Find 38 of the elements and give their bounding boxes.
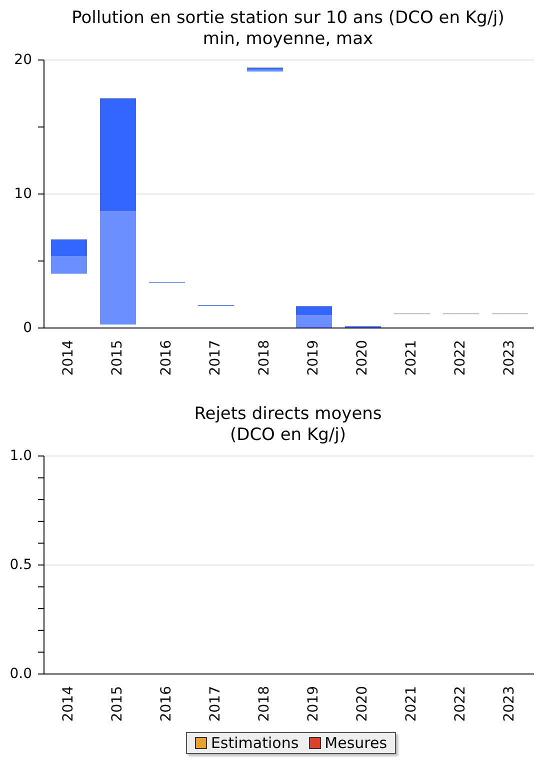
x-tick-label: 2022 xyxy=(452,686,468,722)
bar xyxy=(296,306,332,316)
chart-subtitle: min, moyenne, max xyxy=(202,29,374,50)
y-tick-label: 20 xyxy=(14,52,32,68)
chart-subtitle: (DCO en Kg/j) xyxy=(228,425,348,446)
x-tick-label: 2019 xyxy=(306,686,322,722)
x-tick-label: 2017 xyxy=(208,340,224,376)
x-tick-label: 2023 xyxy=(502,340,518,376)
y-tick-label: 1.0 xyxy=(10,448,32,464)
y-tick-label: 10 xyxy=(14,186,32,202)
bar xyxy=(51,239,87,256)
x-tick-label: 2018 xyxy=(256,340,272,376)
x-tick-label: 2016 xyxy=(158,340,174,376)
chart-title: Rejets directs moyens xyxy=(193,404,383,425)
bar xyxy=(100,211,136,325)
x-tick-label: 2022 xyxy=(452,340,468,376)
x-tick-label: 2019 xyxy=(306,340,322,376)
x-tick-label: 2021 xyxy=(404,340,420,376)
chart-title: Pollution en sortie station sur 10 ans (DCO en Kg/j) xyxy=(70,8,506,29)
x-tick-label: 2020 xyxy=(354,340,370,376)
x-tick-label: 2015 xyxy=(110,686,126,722)
legend-label: Mesures xyxy=(324,734,388,752)
y-tick-label: 0.5 xyxy=(10,557,32,573)
y-tick-label: 0.0 xyxy=(10,666,32,682)
bar xyxy=(296,315,332,328)
x-tick-label: 2020 xyxy=(354,686,370,722)
bar xyxy=(100,98,136,212)
y-tick-label: 0 xyxy=(23,320,32,336)
x-tick-label: 2014 xyxy=(60,340,76,376)
x-tick-label: 2014 xyxy=(60,686,76,722)
legend-label: Estimations xyxy=(210,734,299,752)
x-tick-label: 2023 xyxy=(502,686,518,722)
x-tick-label: 2016 xyxy=(158,686,174,722)
x-tick-label: 2015 xyxy=(110,340,126,376)
x-tick-label: 2018 xyxy=(256,686,272,722)
bar xyxy=(51,256,87,274)
x-tick-label: 2017 xyxy=(208,686,224,722)
x-tick-label: 2021 xyxy=(404,686,420,722)
